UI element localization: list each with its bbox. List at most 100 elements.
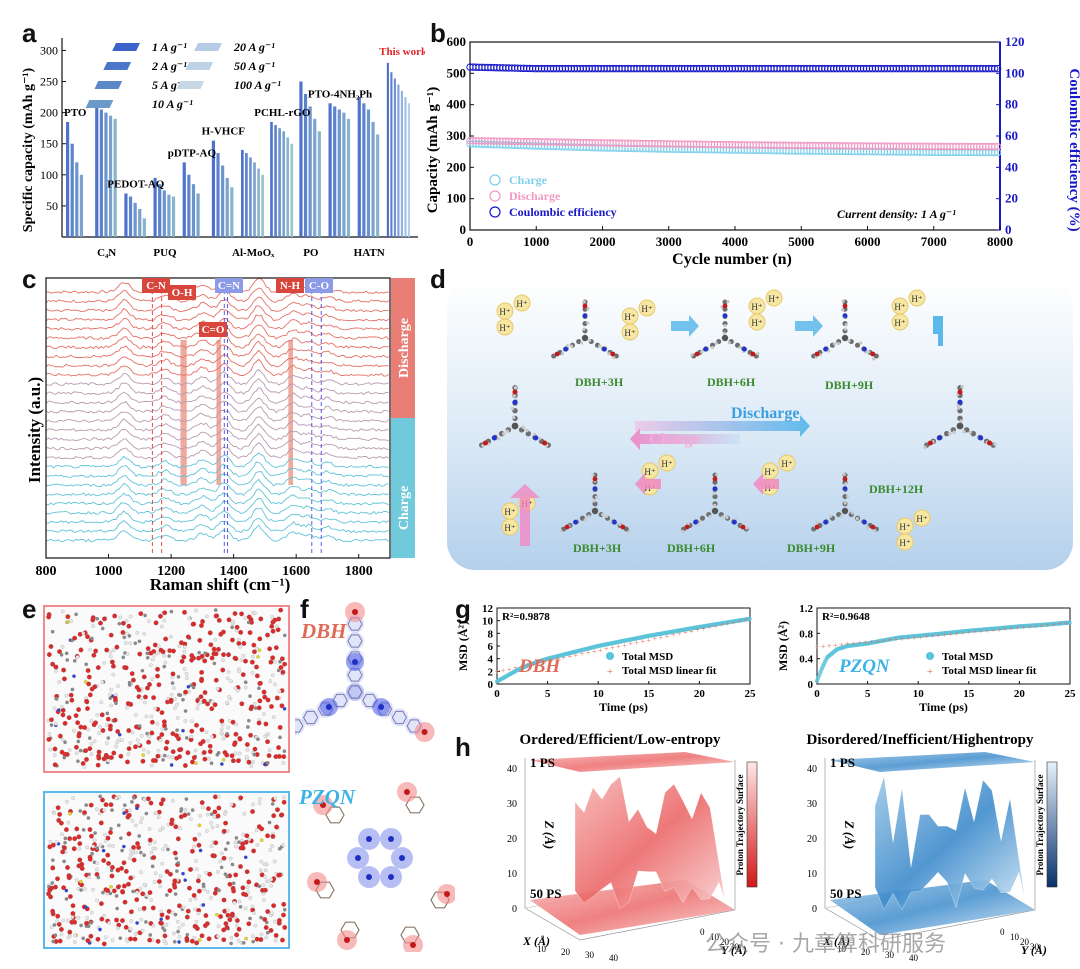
e-atom (129, 909, 134, 915)
e-atom (61, 918, 65, 923)
e-atom (59, 653, 64, 657)
g-fit-marker: + (1039, 621, 1044, 630)
e-atom (124, 641, 128, 645)
g-xtick-label: 0 (494, 688, 500, 700)
e-atom (279, 656, 285, 662)
e-atom (235, 758, 241, 764)
e-atom (152, 653, 157, 657)
f-ring (295, 719, 304, 733)
d-proton-label: H⁺ (751, 302, 762, 312)
e-atom (196, 888, 202, 894)
a-bar (66, 121, 70, 237)
e-atom (153, 706, 158, 711)
g-fit-marker: + (719, 621, 724, 630)
b-xtick-label: 0 (467, 234, 474, 249)
b-legend-label: Charge (509, 173, 548, 187)
e-atom (66, 820, 71, 825)
e-atom (252, 702, 257, 706)
e-atom (162, 664, 167, 669)
e-atom (208, 642, 214, 648)
e-atom (101, 941, 107, 947)
e-atom (147, 619, 151, 623)
e-atom (216, 646, 221, 652)
e-atom (282, 907, 287, 912)
e-atom (205, 829, 209, 833)
e-atom (47, 887, 53, 893)
e-atom (215, 912, 219, 917)
e-atom (48, 747, 53, 752)
a-bar (216, 153, 220, 237)
h-ytick-label: 10 (710, 932, 720, 942)
e-atom (76, 915, 81, 920)
d-atom-o (842, 476, 848, 482)
g-fit-marker: + (574, 651, 579, 660)
e-atom (219, 865, 224, 870)
d-atom-n (957, 399, 963, 405)
g-fit-marker: + (1045, 621, 1050, 630)
chart-b-xlabel: Cycle number (n) (672, 251, 792, 268)
e-atom (158, 801, 164, 807)
e-atom (123, 924, 129, 930)
e-atom (86, 727, 91, 732)
e-atom (262, 712, 266, 716)
e-atom (197, 938, 202, 942)
f-ring (405, 796, 425, 814)
e-atom (233, 915, 238, 920)
e-atom (179, 659, 185, 664)
e-atom (196, 655, 201, 661)
e-atom (77, 841, 83, 847)
e-atom (234, 844, 238, 849)
e-atom (251, 939, 255, 944)
e-atom (166, 909, 172, 914)
e-atom (221, 736, 226, 741)
e-atom (76, 739, 81, 744)
e-atom (153, 840, 157, 845)
e-atom (137, 651, 143, 657)
e-atom (189, 938, 195, 944)
h-ztick-label: 10 (807, 869, 817, 880)
e-atom (248, 617, 254, 622)
e-atom (62, 720, 68, 726)
e-atom (108, 654, 113, 659)
e-atom (78, 647, 84, 653)
e-atom (234, 923, 239, 928)
e-atom (229, 753, 235, 759)
e-atom (128, 701, 134, 707)
e-atom (49, 717, 54, 723)
e-atom (199, 669, 205, 675)
d-proton-label: H⁺ (499, 307, 510, 317)
e-atom (131, 845, 136, 850)
e-atom (257, 698, 263, 704)
e-atom (98, 820, 104, 826)
e-atom (152, 642, 158, 648)
e-atom (73, 713, 79, 719)
e-atom (184, 736, 189, 740)
e-atom (79, 888, 83, 892)
e-atom (197, 650, 201, 655)
e-atom (212, 661, 217, 666)
d-atom (970, 430, 977, 437)
f-atom-o (320, 802, 326, 808)
e-atom (197, 874, 202, 879)
e-atom (64, 693, 69, 698)
e-atom (61, 885, 67, 891)
e-atom (137, 639, 142, 644)
e-atom (94, 807, 99, 812)
e-atom (212, 815, 217, 819)
e-atom (240, 841, 246, 847)
e-atom (108, 692, 112, 697)
d-proton (496, 318, 514, 336)
e-atom (121, 860, 127, 866)
e-atom (65, 865, 70, 870)
e-atom (191, 621, 197, 627)
b-ytick-label: 400 (447, 97, 467, 112)
h-ytick-label: 0 (700, 927, 705, 937)
d-atom-o (987, 440, 993, 446)
e-atom (170, 798, 175, 803)
d-atom-h (836, 341, 841, 346)
e-atom (60, 832, 64, 837)
e-atom (220, 667, 226, 673)
e-atom (114, 894, 119, 898)
a-bar (133, 202, 137, 237)
